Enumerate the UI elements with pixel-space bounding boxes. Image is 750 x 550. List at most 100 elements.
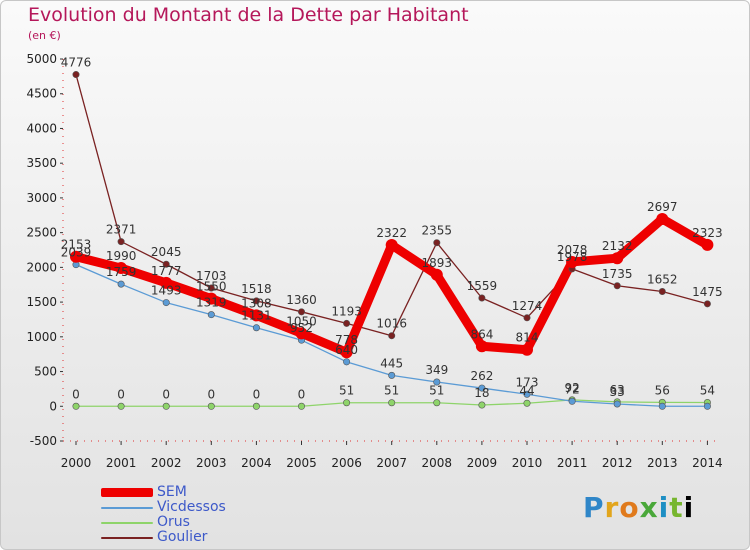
data-point-goulier	[297, 308, 305, 316]
data-label-orus: 63	[610, 383, 625, 397]
legend-item-vicdessos: Vicdessos	[101, 500, 226, 515]
data-point-vicdessos	[568, 397, 576, 405]
data-point-goulier	[207, 284, 215, 292]
data-point-orus	[343, 399, 351, 407]
series-points	[70, 71, 714, 410]
x-tick-label: 2014	[692, 456, 723, 470]
data-label-sem: 2132	[602, 239, 633, 253]
data-label-vicdessos: 1319	[196, 296, 227, 310]
legend-swatch	[101, 536, 153, 539]
data-point-orus	[117, 402, 125, 410]
x-tick-label: 2004	[241, 456, 272, 470]
x-tick-label: 2002	[151, 456, 182, 470]
data-point-sem	[385, 238, 398, 251]
data-point-vicdessos	[117, 280, 125, 288]
data-point-sem	[611, 252, 624, 265]
data-label-orus: 0	[253, 387, 261, 401]
data-point-vicdessos	[478, 384, 486, 392]
data-point-sem	[430, 268, 443, 281]
data-label-sem: 1893	[422, 256, 453, 270]
data-point-goulier	[703, 300, 711, 308]
data-label-orus: 0	[162, 387, 170, 401]
data-label-orus: 51	[339, 384, 354, 398]
data-label-vicdessos: 72	[564, 382, 579, 396]
data-point-orus	[162, 402, 170, 410]
x-tick-label: 2008	[422, 456, 453, 470]
data-point-orus	[478, 401, 486, 409]
data-point-orus	[297, 402, 305, 410]
data-point-vicdessos	[613, 400, 621, 408]
legend-item-sem: SEM	[101, 485, 226, 500]
data-point-sem	[115, 262, 128, 275]
data-point-goulier	[478, 294, 486, 302]
data-label-vicdessos: 349	[425, 363, 448, 377]
legend-swatch	[101, 521, 153, 524]
data-label-sem: 778	[335, 333, 358, 347]
data-point-orus	[388, 399, 396, 407]
data-point-orus	[72, 402, 80, 410]
x-tick-label: 2000	[61, 456, 92, 470]
x-tick-label: 2007	[376, 456, 407, 470]
y-tick-label: 500	[34, 365, 57, 379]
data-label-orus: 0	[298, 387, 306, 401]
data-label-goulier: 1652	[647, 273, 678, 287]
data-label-goulier: 1193	[331, 304, 362, 318]
proxiti-logo: Proxiti	[583, 491, 695, 524]
data-point-vicdessos	[207, 311, 215, 319]
data-label-goulier: 1475	[692, 285, 723, 299]
data-label-goulier: 2045	[151, 245, 182, 259]
data-label-vicdessos: 262	[470, 369, 493, 383]
x-tick-label: 2009	[467, 456, 498, 470]
data-label-vicdessos: 2039	[61, 246, 92, 260]
data-point-vicdessos	[433, 378, 441, 386]
data-label-goulier: 1559	[467, 279, 498, 293]
data-label-vicdessos: 1493	[151, 284, 182, 298]
axes: -500 0 500 1000 1500 2000 2500 3000 3500 4000 4500…	[26, 52, 722, 470]
y-tick-label: 2500	[26, 226, 57, 240]
data-label-sem: 2697	[647, 200, 678, 214]
data-label-goulier: 1703	[196, 269, 227, 283]
y-tick-label: 2000	[26, 260, 57, 274]
x-tick-label: 2012	[602, 456, 633, 470]
data-label-vicdessos: 952	[290, 321, 313, 335]
x-tick-label: 2013	[647, 456, 678, 470]
data-label-goulier: 2371	[106, 223, 137, 237]
data-label-sem: 2153	[61, 238, 92, 252]
data-label-goulier: 1274	[512, 299, 543, 313]
data-label-vicdessos: 1131	[241, 309, 272, 323]
legend-swatch	[101, 488, 153, 497]
x-tick-label: 2011	[557, 456, 588, 470]
data-point-sem	[521, 343, 533, 356]
data-label-sem: 814	[516, 331, 539, 345]
data-point-sem	[566, 255, 579, 268]
data-point-vicdessos	[523, 390, 531, 398]
data-point-sem	[160, 276, 173, 289]
data-label-vicdessos: 173	[516, 375, 539, 389]
data-label-sem: 1990	[106, 249, 137, 263]
y-tick-label: 5000	[26, 52, 57, 66]
data-label-goulier: 1735	[602, 267, 633, 281]
data-label-sem: 1777	[151, 264, 182, 278]
data-point-vicdessos	[252, 324, 260, 332]
data-point-goulier	[613, 282, 621, 290]
data-label-orus: 0	[117, 387, 125, 401]
legend-item-goulier: Goulier	[101, 530, 226, 545]
x-tick-label: 2001	[106, 456, 137, 470]
legend-item-orus: Orus	[101, 515, 226, 530]
data-label-sem: 1550	[196, 280, 227, 294]
data-point-orus	[433, 399, 441, 407]
data-point-sem	[70, 250, 82, 263]
x-tick-label: 2006	[331, 456, 362, 470]
y-tick-label: 0	[49, 399, 57, 413]
y-tick-label: 3500	[26, 156, 57, 170]
data-label-vicdessos: 1759	[106, 265, 137, 279]
data-point-vicdessos	[343, 358, 351, 366]
data-label-vicdessos: 33	[610, 385, 625, 399]
data-label-orus: 51	[429, 384, 444, 398]
data-label-orus: 44	[519, 384, 534, 398]
data-point-orus	[207, 402, 215, 410]
legend-label: SEM	[157, 484, 187, 500]
y-tick-label: 1500	[26, 295, 57, 309]
data-point-vicdessos	[162, 299, 170, 307]
